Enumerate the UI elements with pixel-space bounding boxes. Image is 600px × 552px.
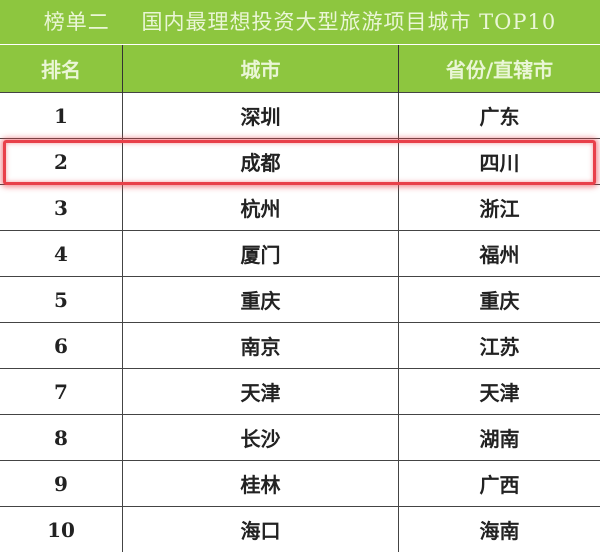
province-cell: 浙江 — [399, 185, 600, 231]
city-cell: 海口 — [123, 507, 399, 552]
rank-cell: 3 — [0, 185, 123, 231]
city-cell: 天津 — [123, 369, 399, 415]
title-text: 国内最理想投资大型旅游项目城市 TOP10 — [141, 10, 556, 34]
province-cell: 四川 — [399, 139, 600, 185]
province-cell: 广西 — [399, 461, 600, 507]
rank-cell: 1 — [0, 93, 123, 139]
rank-cell: 9 — [0, 461, 123, 507]
province-cell: 湖南 — [399, 415, 600, 461]
province-cell: 重庆 — [399, 277, 600, 323]
province-cell: 天津 — [399, 369, 600, 415]
table-title: 榜单二 国内最理想投资大型旅游项目城市 TOP10 — [0, 0, 600, 44]
city-cell: 重庆 — [123, 277, 399, 323]
city-cell: 杭州 — [123, 185, 399, 231]
list-label: 榜单二 — [44, 10, 110, 34]
province-cell: 福州 — [399, 231, 600, 277]
city-cell: 桂林 — [123, 461, 399, 507]
rank-cell: 5 — [0, 277, 123, 323]
header-province: 省份/直辖市 — [399, 45, 600, 93]
rank-cell: 10 — [0, 507, 123, 552]
city-cell: 深圳 — [123, 93, 399, 139]
rank-cell: 4 — [0, 231, 123, 277]
rank-cell: 7 — [0, 369, 123, 415]
province-cell: 广东 — [399, 93, 600, 139]
header-rank: 排名 — [0, 45, 123, 93]
city-cell: 南京 — [123, 323, 399, 369]
province-cell: 江苏 — [399, 323, 600, 369]
rank-cell: 2 — [0, 139, 123, 185]
rank-cell: 6 — [0, 323, 123, 369]
city-cell: 成都 — [123, 139, 399, 185]
city-cell: 长沙 — [123, 415, 399, 461]
header-row: 排名 城市 省份/直辖市 — [0, 45, 600, 93]
rank-cell: 8 — [0, 415, 123, 461]
city-cell: 厦门 — [123, 231, 399, 277]
header-city: 城市 — [123, 45, 399, 93]
province-cell: 海南 — [399, 507, 600, 552]
